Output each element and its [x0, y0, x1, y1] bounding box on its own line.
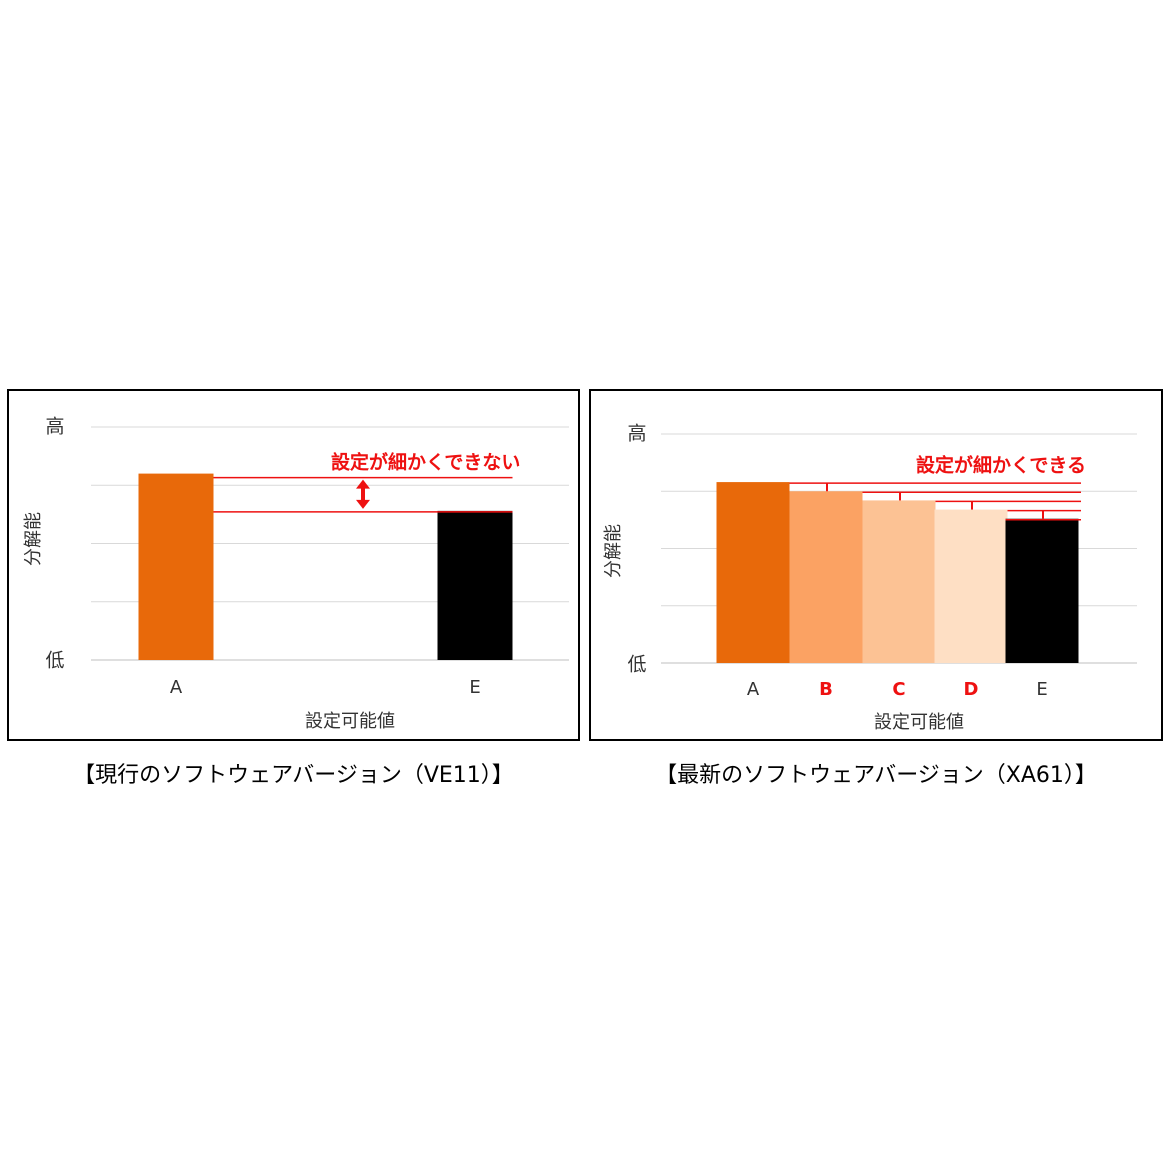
chart-panel-latest: 高低 分解能 A B C D E 設定可能値 設定が細かくできる	[589, 389, 1163, 741]
y-top-label: 高	[627, 423, 646, 445]
y-axis-title: 分解能	[23, 512, 44, 566]
annotation-text: 設定が細かくできる	[916, 454, 1086, 477]
x-tick-label-E: E	[1036, 679, 1047, 700]
bar-C	[862, 500, 936, 663]
x-tick-label-A: A	[747, 679, 760, 700]
chart-latest-svg: 高低 分解能 A B C D E 設定可能値 設定が細かくできる	[603, 423, 1137, 733]
chart-panel-current: 高低 分解能 A E 設定可能値 設定が細かくできない	[7, 389, 580, 741]
bar-D	[934, 509, 1008, 663]
x-tick-label-C: C	[892, 679, 905, 700]
x-axis-title: 設定可能値	[305, 711, 395, 732]
bar-E	[437, 510, 513, 660]
x-tick-label-E: E	[469, 677, 480, 698]
y-top-label: 高	[45, 416, 64, 438]
y-axis-title: 分解能	[603, 524, 624, 578]
x-tick-label-B: B	[819, 679, 833, 700]
gap-arrow-head-down	[356, 499, 370, 509]
bar-A	[716, 482, 790, 663]
y-bottom-label: 低	[627, 654, 646, 676]
caption-latest: 【最新のソフトウェアバージョン（XA61）】	[655, 763, 1097, 788]
x-tick-label-D: D	[964, 679, 979, 700]
y-bottom-label: 低	[45, 650, 64, 672]
x-tick-label-A: A	[170, 677, 183, 698]
bar-E	[1005, 518, 1079, 663]
gap-arrow-head-up	[356, 479, 370, 489]
bar-A	[138, 473, 214, 660]
annotation-text: 設定が細かくできない	[331, 451, 520, 474]
caption-current: 【現行のソフトウェアバージョン（VE11）】	[73, 763, 514, 788]
chart-current-svg: 高低 分解能 A E 設定可能値 設定が細かくできない	[23, 416, 569, 732]
x-axis-title: 設定可能値	[874, 712, 964, 733]
bar-B	[789, 491, 863, 663]
